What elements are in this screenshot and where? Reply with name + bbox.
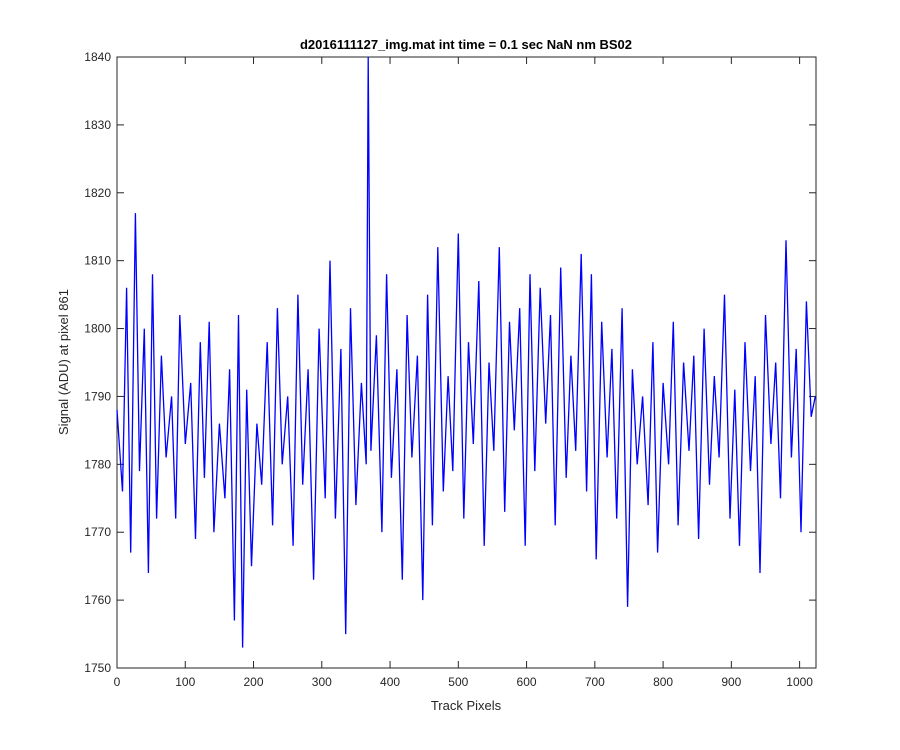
y-tick-labels: 1750 1760 1770 1780 1790 1800 1810 1820 1830 1840 [84,50,111,675]
chart-title: d2016111127_img.mat int time = 0.1 sec N… [300,37,632,52]
x-tick-label: 100 [175,675,195,689]
plot-area [116,56,817,669]
y-tick-label: 1840 [84,50,111,64]
x-tick-label: 0 [114,675,121,689]
y-tick-label: 1750 [84,661,111,675]
x-tick-label: 200 [244,675,264,689]
x-axis-label: Track Pixels [431,698,502,713]
y-tick-label: 1820 [84,186,111,200]
y-tick-label: 1800 [84,322,111,336]
x-tick-labels: 0 100 200 300 400 500 600 700 800 900 1000 [114,675,814,689]
y-tick-label: 1830 [84,118,111,132]
y-tick-label: 1780 [84,457,111,471]
x-tick-label: 300 [312,675,332,689]
x-tick-label: 1000 [786,675,813,689]
y-tick-label: 1810 [84,254,111,268]
x-tick-label: 700 [585,675,605,689]
signal-series-line [116,56,816,648]
axis-ticks [116,56,816,669]
x-tick-label: 800 [653,675,673,689]
x-tick-label: 500 [448,675,468,689]
y-tick-label: 1790 [84,389,111,403]
x-tick-label: 900 [721,675,741,689]
y-tick-label: 1760 [84,593,111,607]
x-tick-label: 600 [517,675,537,689]
y-axis-label: Signal (ADU) at pixel 861 [56,289,71,435]
x-tick-label: 400 [380,675,400,689]
y-tick-label: 1770 [84,525,111,539]
